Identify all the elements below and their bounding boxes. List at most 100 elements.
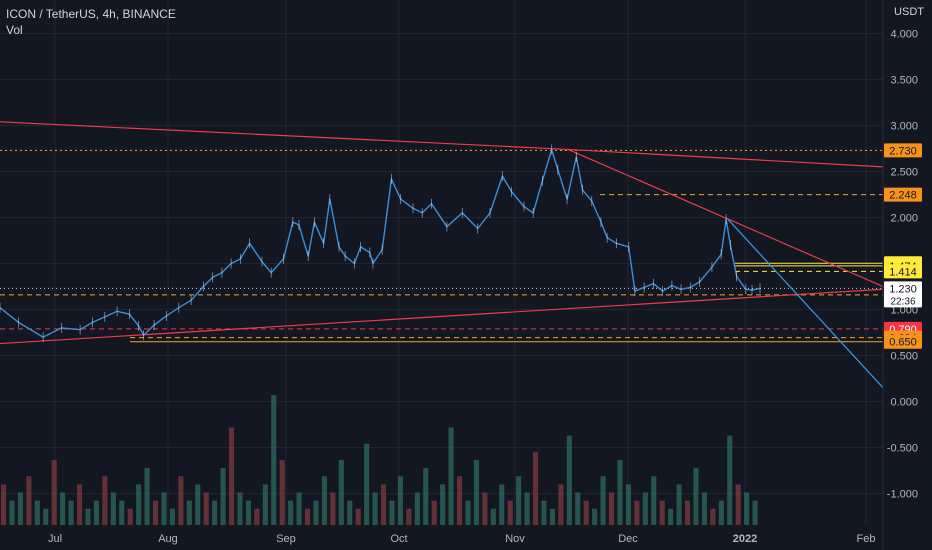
ascending-support-line	[0, 288, 884, 345]
volume-bar	[161, 492, 167, 525]
grid-lines	[0, 0, 883, 525]
x-tick-label: Dec	[618, 533, 638, 545]
volume-bar	[516, 476, 522, 525]
volume-bar	[288, 500, 294, 525]
volume-bar	[676, 484, 682, 525]
price-level-tag-bg	[884, 334, 922, 349]
volume-bar	[617, 460, 623, 525]
volume-bar	[338, 460, 344, 525]
x-tick-label: 2022	[733, 533, 757, 545]
y-tick-label: 3.000	[890, 121, 918, 133]
volume-bar	[237, 492, 243, 525]
volume-bar	[127, 508, 133, 525]
current-price-value: 1.230	[889, 283, 917, 295]
volume-bar	[575, 492, 581, 525]
volume-bar	[51, 460, 57, 525]
volume-bar	[77, 484, 83, 525]
volume-bar	[254, 508, 260, 525]
volume-bar	[296, 492, 302, 525]
volume-bar	[634, 500, 640, 525]
price-level-tag-text: 2.730	[889, 145, 917, 157]
price-level-tag-text: 1.414	[889, 266, 917, 278]
volume-bar	[457, 476, 463, 525]
volume-bar	[651, 476, 657, 525]
x-tick-label: Aug	[158, 533, 178, 545]
volume-bar	[313, 500, 319, 525]
volume-bar	[212, 500, 218, 525]
volume-bar	[499, 484, 505, 525]
y-tick-label: 0.500	[890, 351, 918, 363]
volume-bar	[541, 500, 547, 525]
x-tick-label: Feb	[857, 533, 876, 545]
volume-bar	[524, 492, 530, 525]
volume-bar	[482, 492, 488, 525]
volume-bar	[26, 476, 32, 525]
volume-bar	[110, 492, 116, 525]
volume-bar	[220, 468, 226, 525]
x-tick-label: Sep	[276, 533, 296, 545]
volume-bar	[144, 468, 150, 525]
volume-bar	[178, 476, 184, 525]
volume-bar	[507, 500, 513, 525]
volume-bar	[744, 492, 750, 525]
symbol-title[interactable]: ICON / TetherUS, 4h, BINANCE	[6, 7, 176, 21]
volume-bar	[592, 508, 598, 525]
volume-bar	[566, 435, 572, 525]
volume-bar	[659, 500, 665, 525]
volume-bar	[533, 451, 539, 525]
volume-bar	[262, 484, 268, 525]
volume-bar	[321, 476, 327, 525]
volume-bar	[490, 508, 496, 525]
price-level-tag-bg	[884, 264, 922, 279]
volume-bar	[668, 508, 674, 525]
price-level-labels: 2.7302.2481.5031.4741.4141.1590.7900.694…	[884, 143, 922, 349]
volume-bar	[186, 500, 192, 525]
volume-bar	[203, 492, 209, 525]
volume-bar	[153, 500, 159, 525]
currency-unit: USDT	[894, 6, 924, 18]
volume-bar	[355, 508, 361, 525]
volume-bar	[43, 508, 49, 525]
volume-bar	[693, 468, 699, 525]
current-price-tag-bg	[884, 281, 922, 308]
volume-bars	[1, 395, 758, 525]
volume-bar	[685, 500, 691, 525]
price-level-tag-text: 2.248	[889, 190, 917, 202]
price-series	[0, 144, 761, 343]
volume-bar	[347, 500, 353, 525]
volume-bar	[600, 476, 606, 525]
volume-bar	[473, 460, 479, 525]
volume-bar	[583, 500, 589, 525]
volume-bar	[718, 500, 724, 525]
price-level-tag: 1.414	[884, 264, 922, 279]
volume-bar	[609, 492, 615, 525]
volume-bar	[93, 500, 99, 525]
price-level-tag-text: 0.650	[889, 337, 917, 349]
volume-indicator-label[interactable]: Vol	[6, 23, 23, 37]
volume-bar	[752, 500, 758, 525]
volume-bar	[305, 508, 311, 525]
y-tick-label: 0.000	[890, 397, 918, 409]
time-axis[interactable]: Jul Aug Sep Oct Nov Dec 2022 Feb	[48, 533, 876, 545]
volume-bar	[397, 476, 403, 525]
price-line	[0, 148, 761, 338]
volume-bar	[1, 484, 7, 525]
volume-bar	[625, 484, 631, 525]
y-tick-label: 3.500	[890, 75, 918, 87]
price-level-tag-bg	[884, 187, 922, 202]
volume-bar	[372, 492, 378, 525]
price-levels	[0, 149, 883, 343]
volume-bar	[279, 460, 285, 525]
volume-bar	[68, 500, 74, 525]
price-level-tag: 2.248	[884, 187, 922, 202]
volume-bar	[245, 500, 251, 525]
volume-bar	[169, 508, 175, 525]
volume-bar	[60, 492, 66, 525]
x-tick-label: Nov	[505, 533, 525, 545]
price-axis[interactable]: 4.0003.5003.0002.5002.0001.5001.0000.500…	[887, 29, 918, 501]
price-level-tag: 0.650	[884, 334, 922, 349]
volume-bar	[102, 476, 108, 525]
trendlines	[0, 121, 884, 389]
